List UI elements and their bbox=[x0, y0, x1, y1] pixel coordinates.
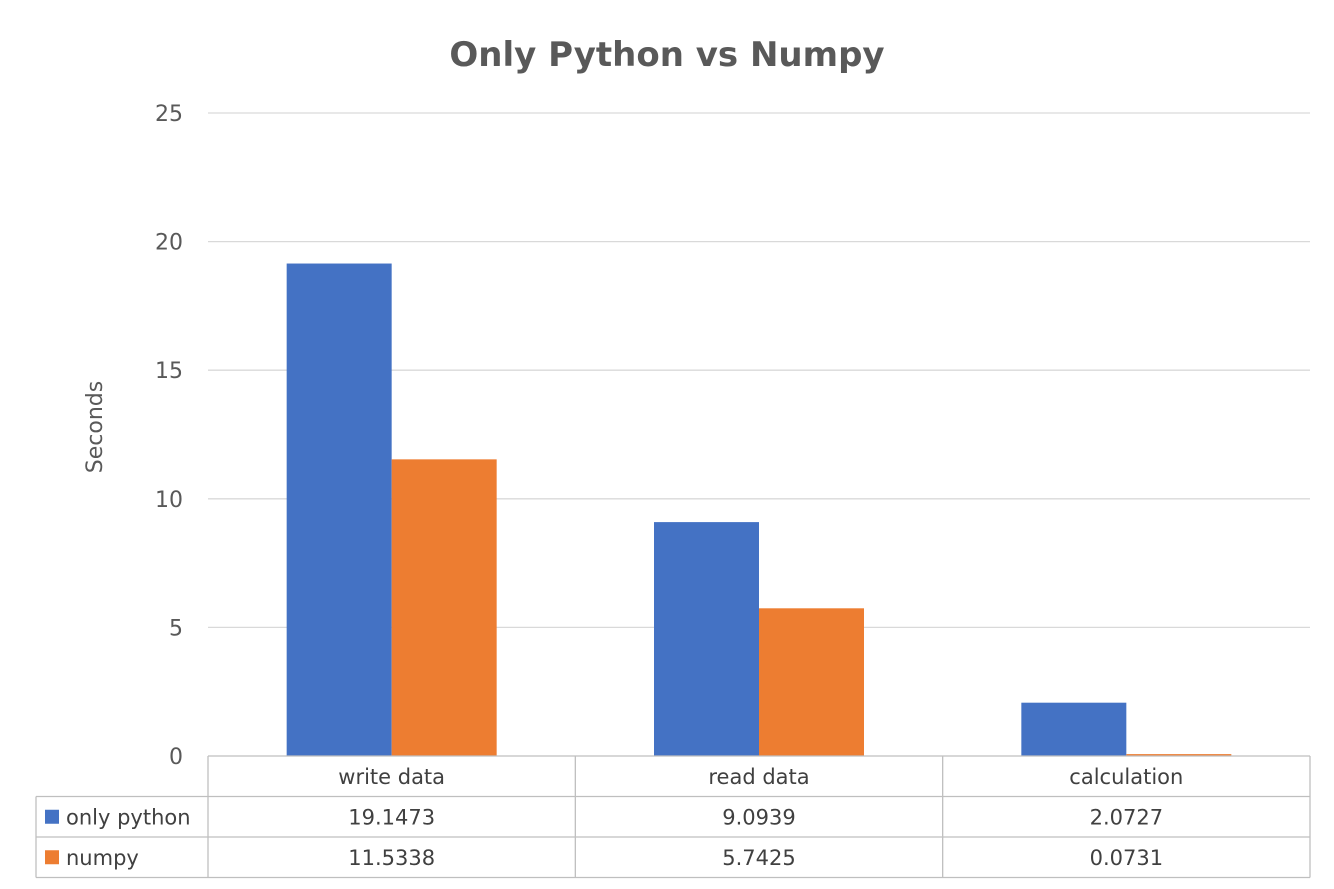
legend-key-only-python bbox=[45, 809, 59, 824]
data-table-value: 0.0731 bbox=[1090, 846, 1163, 870]
bars bbox=[286, 263, 1232, 756]
category-label: calculation bbox=[1069, 765, 1183, 789]
data-table-value: 2.0727 bbox=[1090, 806, 1163, 830]
y-tick-label: 25 bbox=[155, 102, 183, 127]
chart-title: Only Python vs Numpy bbox=[449, 35, 884, 75]
bar-numpy-read-data bbox=[759, 608, 864, 756]
y-tick-label: 10 bbox=[155, 488, 183, 513]
y-tick-label: 5 bbox=[169, 616, 183, 641]
bar-numpy-write-data bbox=[391, 459, 497, 756]
legend-key-numpy bbox=[45, 850, 59, 865]
bar-only-python-calculation bbox=[1021, 702, 1127, 756]
data-table-value: 5.7425 bbox=[722, 846, 795, 870]
y-tick-label: 20 bbox=[155, 231, 183, 256]
data-table-value: 19.1473 bbox=[348, 806, 435, 830]
legend-label: numpy bbox=[66, 846, 139, 870]
bar-only-python-write-data bbox=[286, 263, 392, 756]
data-table: write data read data calculation only pytho… bbox=[35, 755, 1311, 879]
y-axis-title: Seconds bbox=[83, 381, 108, 473]
bar-only-python-read-data bbox=[654, 522, 759, 756]
data-table-value: 9.0939 bbox=[722, 806, 795, 830]
category-label: read data bbox=[708, 765, 809, 789]
bar-numpy-calculation bbox=[1126, 754, 1232, 756]
y-axis-ticks: 0 5 10 15 20 25 bbox=[155, 102, 183, 770]
y-tick-label: 15 bbox=[155, 359, 183, 384]
data-table-value: 11.5338 bbox=[348, 846, 435, 870]
y-tick-label: 0 bbox=[169, 745, 183, 770]
category-label: write data bbox=[338, 765, 445, 789]
legend-label: only python bbox=[66, 806, 191, 830]
